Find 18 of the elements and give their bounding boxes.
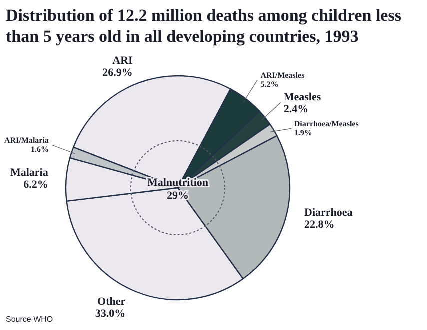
slice-label: Malaria <box>10 167 49 180</box>
slice-label: Diarrhoea <box>304 206 354 219</box>
slice-label: Other <box>98 296 126 308</box>
data-label: 26.9% <box>102 67 133 80</box>
data-label: 2.4% <box>284 104 309 116</box>
slice-label: ARI/Malaria <box>4 136 49 146</box>
data-label: 33.0% <box>95 308 126 320</box>
data-label: 1.9% <box>294 128 312 138</box>
slice-label: ARI <box>112 55 133 68</box>
source-note: Source WHO <box>6 315 54 324</box>
slice-label: Diarrhoea/Measles <box>294 120 359 129</box>
data-label: 1.6% <box>30 145 49 154</box>
slice-label: Measles <box>284 92 322 104</box>
slice-label: ARI/Measles <box>260 71 305 80</box>
data-label: 5.2% <box>260 80 279 90</box>
data-label: 22.8% <box>304 218 335 231</box>
chart-title: Distribution of 12.2 million deaths among children less than 5 years old in all developing countries, 1993 <box>6 6 402 46</box>
data-label: 6.2% <box>24 179 48 192</box>
